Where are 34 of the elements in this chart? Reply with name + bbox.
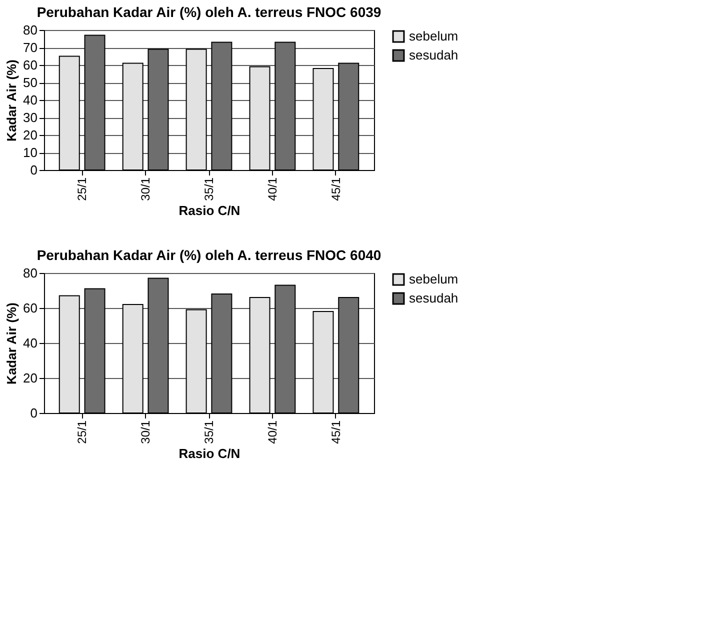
y-tick-label: 40 [23,336,38,350]
y-tick-label: 0 [30,406,38,420]
y-tick-label: 80 [23,266,38,280]
x-tick-label: 35/1 [202,177,216,201]
y-tick-label: 60 [23,300,38,316]
legend-label: sesudah [409,48,458,62]
x-tick-label: 35/1 [202,420,216,444]
legend-label: sebelum [409,272,458,286]
y-tick-label: 70 [23,40,38,55]
x-tick-label: 25/1 [75,177,90,201]
chart-title: Perubahan Kadar Air (%) oleh A. terreus FNOC 6040 [36,247,382,263]
y-tick-label: 20 [23,370,38,386]
x-tick-label: 40/1 [265,177,280,201]
y-tick-label: 80 [23,22,38,38]
y-tick-label: 50 [23,75,38,90]
x-tick-label: 30/1 [138,177,153,201]
x-tick-label: 45/1 [328,177,343,201]
y-axis-title: Kadar Air (%) [4,60,20,142]
x-axis-title: Rasio C/N [178,446,240,461]
x-tick-label: 40/1 [265,420,280,444]
legend-label: sesudah [409,290,458,306]
y-tick-label: 40 [23,92,38,108]
x-tick-label: 30/1 [138,420,153,444]
y-tick-label: 10 [23,145,38,160]
y-tick-label: 60 [23,58,38,72]
y-tick-label: 30 [23,110,38,125]
y-tick-label: 0 [30,162,38,178]
x-axis-title: Rasio C/N [178,202,240,218]
x-tick-label: 45/1 [328,420,343,444]
chart-title: Perubahan Kadar Air (%) oleh A. terreus FNOC 6039 [36,4,382,20]
y-tick-label: 20 [23,128,38,142]
legend-label: sebelum [409,28,458,44]
y-axis-title: Kadar Air (%) [4,302,20,384]
x-tick-label: 25/1 [75,420,90,444]
